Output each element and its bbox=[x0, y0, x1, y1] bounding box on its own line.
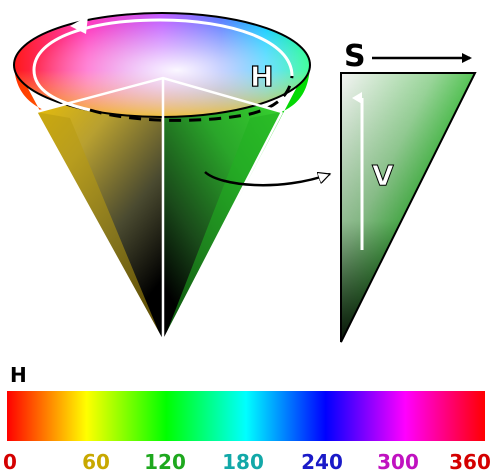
hsv-cone: H bbox=[13, 12, 311, 345]
cone-to-triangle-arrow bbox=[204, 171, 330, 187]
cone-cutaway-outline bbox=[34, 76, 284, 345]
hue-tick-labels: 0 60 120 180 240 300 360 bbox=[3, 450, 491, 474]
hue-scale-title: H bbox=[10, 363, 27, 387]
saturation-label: S bbox=[344, 39, 366, 74]
hue-scale: H 0 60 120 180 240 300 360 bbox=[3, 363, 491, 474]
hue-gradient-bar bbox=[7, 391, 485, 441]
hue-tick-label: 180 bbox=[222, 450, 264, 474]
sv-triangle-outline bbox=[340, 72, 477, 343]
hue-tick-label: 60 bbox=[82, 450, 110, 474]
hue-circle-arrow-head bbox=[70, 16, 88, 34]
hue-tick-label: 360 bbox=[449, 450, 491, 474]
cone-hue-label: H bbox=[250, 60, 273, 93]
hue-tick-label: 300 bbox=[377, 450, 419, 474]
hue-circle-arrow bbox=[32, 18, 294, 112]
hue-tick-label: 0 bbox=[3, 450, 17, 474]
hue-tick-label: 120 bbox=[144, 450, 186, 474]
sv-triangle: S V bbox=[340, 39, 477, 343]
hue-circle-dashed bbox=[89, 75, 294, 122]
value-label: V bbox=[372, 159, 394, 192]
hue-tick-label: 240 bbox=[301, 450, 343, 474]
cone-top-disc-white bbox=[14, 13, 310, 117]
